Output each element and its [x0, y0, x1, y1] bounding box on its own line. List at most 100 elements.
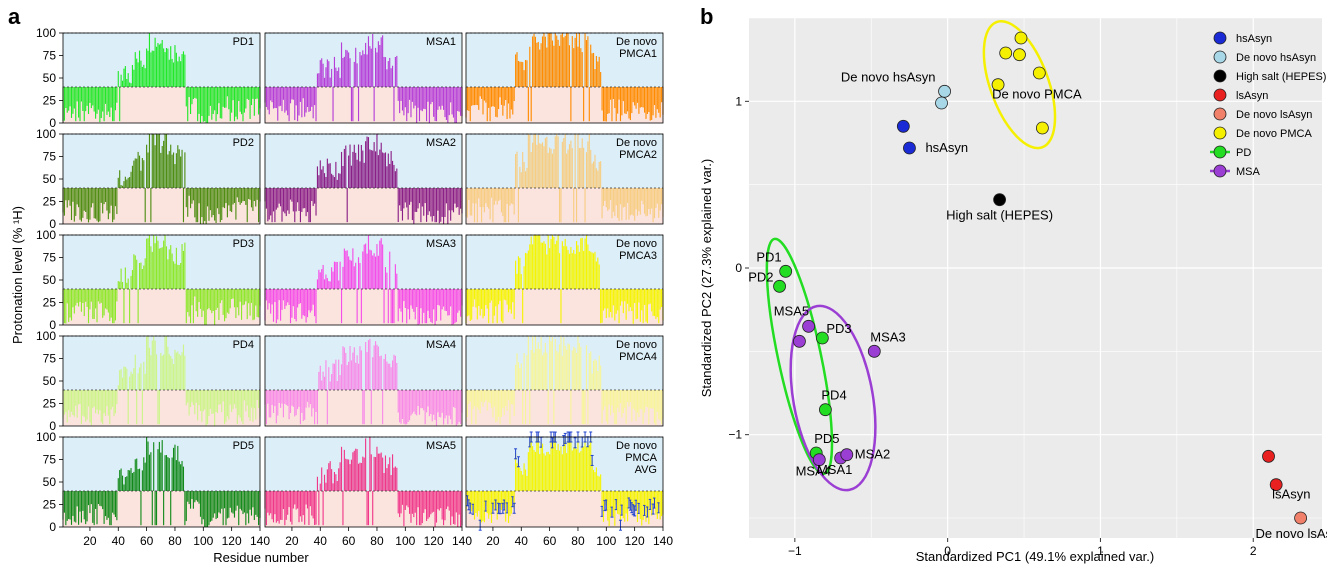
bar: [121, 281, 124, 289]
bar: [544, 138, 546, 188]
bar: [243, 87, 245, 113]
bar: [543, 146, 545, 188]
bar: [348, 361, 350, 390]
upper-band: [265, 437, 462, 491]
bar: [369, 437, 371, 491]
bar: [406, 87, 408, 122]
bar: [292, 390, 294, 407]
bar: [73, 390, 75, 417]
bar: [312, 87, 314, 119]
bar: [486, 188, 488, 207]
bar: [194, 289, 196, 297]
bar: [336, 381, 338, 390]
bar: [291, 289, 293, 318]
bar: [450, 491, 452, 526]
bar: [305, 87, 307, 113]
bar: [357, 257, 360, 289]
bar: [391, 65, 394, 87]
bar: [205, 87, 207, 123]
bar: [206, 87, 209, 123]
bar: [302, 87, 304, 99]
bar: [437, 188, 439, 211]
bar: [506, 491, 508, 508]
bar: [285, 289, 287, 306]
bar: [308, 188, 310, 223]
bar: [659, 491, 661, 520]
bar: [146, 336, 148, 390]
bar: [369, 149, 371, 188]
bar: [302, 390, 304, 422]
bar: [406, 188, 408, 208]
bar: [110, 491, 112, 526]
bar: [469, 390, 471, 402]
bar: [306, 87, 309, 107]
bar: [661, 87, 663, 103]
bar: [656, 289, 658, 318]
bar: [611, 289, 613, 318]
bar: [404, 289, 406, 309]
bar: [245, 491, 247, 526]
bar: [82, 289, 84, 304]
bar: [601, 188, 603, 219]
bar: [397, 390, 399, 413]
bar: [510, 188, 512, 204]
bar: [537, 437, 539, 491]
bar: [194, 491, 196, 503]
x-tick-label: 40: [112, 534, 126, 548]
bar: [597, 170, 599, 188]
bar: [306, 390, 309, 402]
bar: [379, 453, 381, 491]
bar: [444, 188, 446, 218]
bar: [93, 289, 95, 320]
bar: [253, 188, 255, 202]
x-tick-label: 120: [625, 534, 645, 548]
bar: [299, 491, 301, 517]
bar: [404, 188, 406, 203]
bar: [373, 142, 375, 188]
bar: [615, 390, 617, 425]
bar: [390, 367, 392, 390]
bar: [281, 390, 283, 404]
bar: [427, 289, 429, 311]
bar: [393, 164, 395, 188]
bar: [328, 163, 330, 188]
bar: [519, 257, 521, 289]
bar: [214, 491, 216, 514]
bar: [537, 41, 539, 87]
bar: [274, 491, 276, 515]
bar: [238, 390, 240, 416]
bar: [332, 87, 334, 122]
point-high-salt-hepes-: [993, 193, 1006, 207]
bar: [526, 253, 528, 289]
panel-border: [465, 32, 664, 124]
legend-marker: [1213, 88, 1227, 102]
bar: [95, 87, 97, 119]
bar: [471, 87, 473, 106]
bar: [573, 249, 575, 289]
bar: [384, 267, 387, 289]
bar: [198, 87, 200, 114]
bar: [143, 265, 145, 289]
bar: [87, 390, 90, 407]
bar: [502, 188, 504, 217]
bar: [646, 390, 648, 408]
bar: [655, 491, 657, 515]
bar: [333, 177, 336, 188]
bar: [506, 289, 508, 305]
bar: [133, 368, 135, 390]
bar: [561, 355, 563, 390]
bar: [219, 188, 221, 223]
bar: [600, 289, 602, 324]
bar: [87, 491, 90, 506]
bar: [416, 390, 418, 416]
x-tick-label: 80: [370, 534, 384, 548]
bar: [85, 491, 87, 525]
point-msa: [812, 453, 826, 467]
bar: [416, 188, 418, 213]
bar: [580, 451, 582, 491]
bar: [289, 390, 292, 414]
bar: [604, 87, 606, 122]
x-tick-label: 120: [424, 534, 444, 548]
bar: [551, 40, 554, 87]
bar: [346, 250, 348, 289]
